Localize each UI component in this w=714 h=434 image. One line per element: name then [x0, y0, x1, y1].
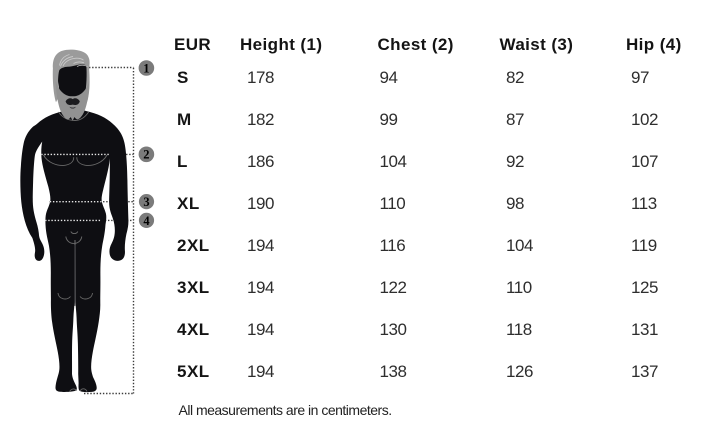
- svg-text:2: 2: [143, 148, 149, 162]
- svg-text:1: 1: [143, 61, 149, 75]
- svg-text:4: 4: [143, 214, 150, 228]
- svg-text:3: 3: [143, 195, 149, 209]
